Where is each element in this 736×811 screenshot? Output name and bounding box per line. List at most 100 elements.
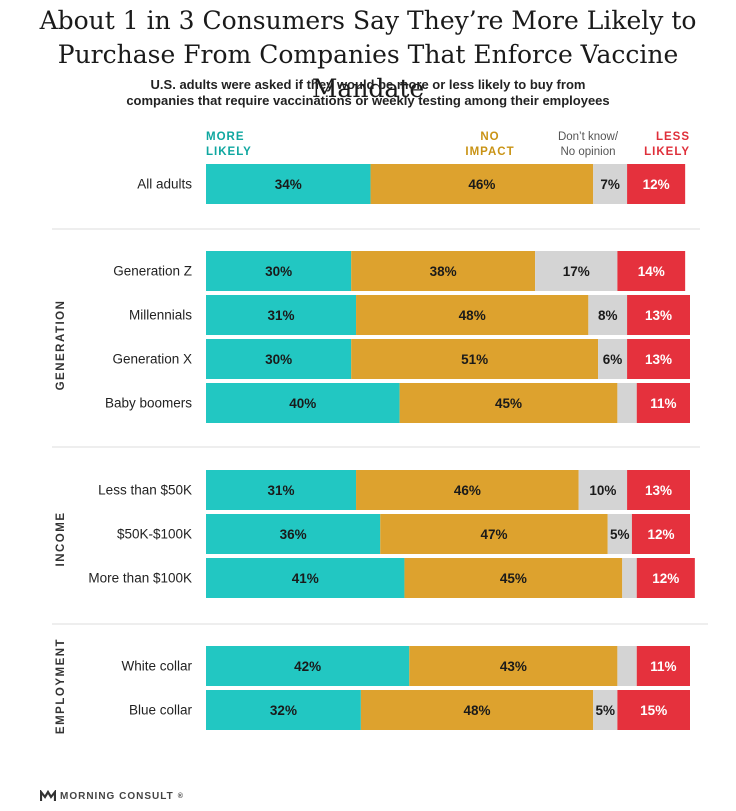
bar-segment bbox=[206, 295, 357, 335]
chart-title-line-2: Purchase From Companies That Enforce Vac… bbox=[57, 40, 679, 103]
morning-consult-logo-icon bbox=[40, 790, 56, 801]
bar-segment bbox=[636, 646, 690, 686]
row-label: Less than $50K bbox=[98, 483, 192, 498]
bar-segment bbox=[370, 164, 594, 204]
data-label: 12% bbox=[652, 571, 679, 586]
legend-label: Don’t know/ bbox=[558, 131, 619, 143]
chart-title: About 1 in 3 Consumers Say They’re More … bbox=[0, 4, 736, 106]
data-label: 31% bbox=[268, 483, 295, 498]
bar-segment bbox=[351, 339, 599, 379]
data-label: 46% bbox=[454, 483, 481, 498]
bar-segment bbox=[617, 383, 637, 423]
data-label: 42% bbox=[294, 659, 321, 674]
bar-segment bbox=[206, 558, 405, 598]
bar-segment bbox=[399, 383, 618, 423]
data-label: 15% bbox=[640, 703, 667, 718]
footer: MORNING CONSULT ® bbox=[40, 790, 184, 802]
row-label: All adults bbox=[137, 177, 192, 192]
bar-segment bbox=[206, 470, 357, 510]
bar-segment bbox=[206, 164, 371, 204]
bar-segment bbox=[631, 514, 690, 554]
data-label: 14% bbox=[638, 264, 665, 279]
data-label: 32% bbox=[270, 703, 297, 718]
bar-segment bbox=[607, 514, 632, 554]
bar-segment bbox=[356, 470, 579, 510]
bar-segment bbox=[360, 690, 594, 730]
row-label: $50K-$100K bbox=[117, 527, 192, 542]
data-label: 36% bbox=[280, 527, 307, 542]
group-title: GENERATION bbox=[55, 300, 67, 391]
data-label: 11% bbox=[650, 659, 676, 674]
data-label: 31% bbox=[268, 308, 295, 323]
data-label: 43% bbox=[500, 659, 527, 674]
footer-trademark: ® bbox=[177, 792, 184, 800]
data-label: 41% bbox=[292, 571, 319, 586]
legend-label: NO bbox=[480, 131, 499, 143]
bar-segment bbox=[627, 339, 690, 379]
data-label: 5% bbox=[610, 527, 630, 542]
row-label: Blue collar bbox=[129, 703, 193, 718]
bar-segment bbox=[627, 164, 686, 204]
data-label: 47% bbox=[480, 527, 507, 542]
bar-segment bbox=[636, 558, 695, 598]
data-label: 5% bbox=[596, 703, 616, 718]
bar-segment bbox=[593, 164, 628, 204]
bar-segment bbox=[598, 339, 628, 379]
chart-subtitle-line-1: U.S. adults were asked if they would be … bbox=[150, 77, 586, 92]
bar-segment bbox=[404, 558, 623, 598]
bar-segment bbox=[622, 558, 637, 598]
legend-label: IMPACT bbox=[465, 146, 514, 158]
group-title: INCOME bbox=[55, 512, 67, 567]
data-label: 51% bbox=[461, 352, 488, 367]
row-label: More than $100K bbox=[88, 571, 192, 586]
bar-segment bbox=[206, 690, 361, 730]
data-label: 48% bbox=[464, 703, 491, 718]
data-label: 46% bbox=[468, 177, 495, 192]
legend-label: LIKELY bbox=[206, 146, 252, 158]
bar-segment bbox=[627, 295, 690, 335]
data-label: 34% bbox=[275, 177, 302, 192]
legend-label: LIKELY bbox=[644, 146, 690, 158]
row-label: Baby boomers bbox=[105, 396, 192, 411]
chart-subtitle-line-2: companies that require vaccinations or w… bbox=[126, 93, 610, 108]
bar-segment bbox=[617, 251, 686, 291]
data-label: 12% bbox=[647, 527, 674, 542]
data-label: 45% bbox=[500, 571, 527, 586]
legend-label: LESS bbox=[656, 131, 690, 143]
bar-segment bbox=[617, 690, 690, 730]
data-label: 38% bbox=[430, 264, 457, 279]
data-label: 13% bbox=[645, 352, 672, 367]
bar-segment bbox=[206, 646, 410, 686]
bar-segment bbox=[356, 295, 589, 335]
bar-segment bbox=[588, 295, 628, 335]
bar-segment bbox=[206, 251, 352, 291]
row-label: Millennials bbox=[129, 308, 192, 323]
bar-segment bbox=[380, 514, 608, 554]
data-label: 12% bbox=[643, 177, 670, 192]
chart-subtitle: U.S. adults were asked if they would be … bbox=[0, 77, 736, 109]
bar-segment bbox=[206, 514, 381, 554]
data-label: 48% bbox=[459, 308, 486, 323]
group-title: EMPLOYMENT bbox=[55, 638, 67, 734]
bar-segment bbox=[578, 470, 628, 510]
data-label: 8% bbox=[598, 308, 618, 323]
data-label: 11% bbox=[650, 396, 676, 411]
data-label: 30% bbox=[265, 264, 292, 279]
row-label: White collar bbox=[121, 659, 192, 674]
bar-segment bbox=[617, 646, 637, 686]
row-label: Generation Z bbox=[113, 264, 192, 279]
bar-segment bbox=[206, 339, 352, 379]
data-label: 45% bbox=[495, 396, 522, 411]
row-label: Generation X bbox=[112, 352, 192, 367]
chart-title-line-1: About 1 in 3 Consumers Say They’re More … bbox=[39, 6, 697, 35]
data-label: 7% bbox=[600, 177, 620, 192]
data-label: 10% bbox=[589, 483, 616, 498]
data-label: 13% bbox=[645, 483, 672, 498]
bar-segment bbox=[636, 383, 690, 423]
legend-label: MORE bbox=[206, 131, 245, 143]
bar-segment bbox=[409, 646, 618, 686]
data-label: 40% bbox=[289, 396, 316, 411]
bar-segment bbox=[593, 690, 618, 730]
legend-label: No opinion bbox=[561, 146, 616, 158]
